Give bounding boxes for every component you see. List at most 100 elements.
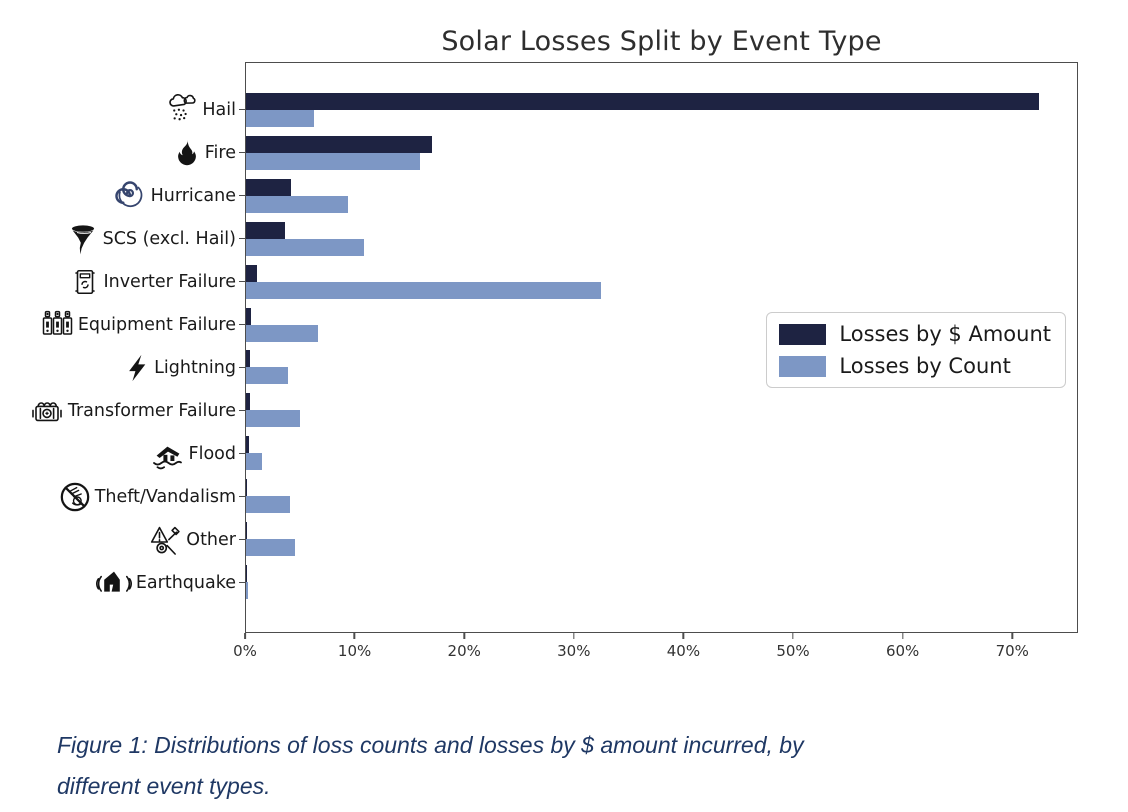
bar-count (246, 410, 300, 428)
x-tick: 40% (667, 633, 700, 660)
category-label: Equipment Failure (77, 314, 236, 335)
lightning-icon (123, 353, 151, 383)
bar-amount (246, 264, 257, 282)
chart-title: Solar Losses Split by Event Type (441, 26, 882, 57)
bar-count (246, 110, 314, 128)
category-label-row: Other (0, 518, 245, 561)
other-icon (148, 524, 183, 556)
x-tick: 10% (338, 633, 371, 660)
bar-amount (246, 136, 432, 154)
legend: Losses by $ Amount Losses by Count (766, 312, 1066, 388)
bar-amount (246, 179, 291, 197)
category-label-row: Hail (0, 88, 245, 131)
inverter-icon (70, 266, 100, 298)
category-bar-group (246, 517, 1077, 560)
x-tick-mark (792, 633, 794, 639)
bar-amount (246, 307, 252, 325)
category-label-row: Earthquake (0, 561, 245, 604)
x-tick-label: 60% (885, 642, 920, 660)
bar-count (246, 153, 420, 171)
bar-count (246, 367, 288, 385)
category-label: Hail (202, 99, 236, 120)
category-label: Hurricane (150, 185, 236, 206)
x-tick-mark (463, 633, 465, 639)
y-tick (239, 151, 245, 154)
category-bar-group (246, 175, 1077, 218)
y-tick (239, 495, 245, 498)
x-tick-mark (682, 633, 685, 639)
bar-count (246, 196, 348, 214)
caption-line-1: Figure 1: Distributions of loss counts a… (57, 732, 804, 758)
bar-count (246, 495, 290, 513)
bar-amount (246, 478, 248, 496)
equipment-icon (40, 309, 75, 341)
legend-item-count: Losses by Count (779, 354, 1051, 378)
bar-count (246, 453, 263, 471)
y-tick (239, 194, 245, 197)
bar-amount (246, 350, 251, 368)
legend-label-amount: Losses by $ Amount (839, 322, 1051, 346)
category-bar-group (246, 560, 1077, 603)
y-tick (239, 366, 245, 369)
bar-count (246, 324, 319, 342)
category-label-row: Flood (0, 432, 245, 475)
x-tick-label: 10% (337, 642, 372, 660)
flood-icon (150, 438, 186, 470)
bar-count (246, 581, 249, 599)
count-color-swatch (779, 355, 827, 377)
category-label-row: Transformer Failure (0, 389, 245, 432)
bar-amount (246, 521, 248, 539)
y-axis-labels: Hail Fire Hurricane SCS (excl. Hail) Inverte… (0, 62, 245, 633)
category-label-row: SCS (excl. Hail) (0, 217, 245, 260)
x-tick: 30% (557, 633, 590, 660)
x-tick-label: 20% (447, 642, 481, 660)
x-tick: 70% (996, 633, 1029, 660)
category-bar-group (246, 217, 1077, 260)
category-label: Theft/Vandalism (94, 486, 236, 507)
theft-icon (58, 480, 92, 514)
category-label-row: Theft/Vandalism (0, 475, 245, 518)
amount-color-swatch (779, 323, 827, 345)
category-label-row: Fire (0, 131, 245, 174)
category-label: Flood (188, 443, 236, 464)
bar-amount (246, 221, 286, 239)
x-tick-label: 0% (233, 642, 257, 660)
bar-amount (246, 564, 247, 582)
category-label: Transformer Failure (67, 400, 236, 421)
category-bar-group (246, 474, 1077, 517)
y-tick (239, 452, 245, 455)
bar-count (246, 281, 602, 299)
fire-icon (172, 137, 202, 169)
category-bar-group (246, 346, 1077, 389)
bar-amount (246, 393, 250, 411)
bar-amount (246, 93, 1039, 111)
legend-label-count: Losses by Count (839, 354, 1011, 378)
category-label: Fire (204, 142, 236, 163)
figure-caption: Figure 1: Distributions of loss counts a… (57, 725, 817, 807)
category-bar-group (246, 89, 1077, 132)
category-bar-group (246, 132, 1077, 175)
y-tick (239, 409, 245, 412)
category-label: SCS (excl. Hail) (102, 228, 236, 249)
category-label: Lightning (154, 357, 236, 378)
hail-icon (166, 93, 199, 126)
legend-item-amount: Losses by $ Amount (779, 322, 1051, 346)
x-axis: 0% 10% 20% 30% 40% 50% 60% 70% (233, 633, 1078, 673)
bar-rows (246, 63, 1077, 632)
y-tick (239, 108, 245, 111)
category-label: Inverter Failure (103, 271, 236, 292)
y-tick (239, 323, 245, 326)
category-label-row: Inverter Failure (0, 260, 245, 303)
x-tick: 0% (233, 633, 257, 660)
x-tick-label: 50% (776, 642, 810, 660)
category-bar-group (246, 432, 1077, 475)
x-tick: 60% (886, 633, 919, 660)
y-tick (239, 581, 245, 584)
x-tick-mark (244, 633, 246, 639)
x-tick-label: 30% (557, 642, 591, 660)
category-label-row: Equipment Failure (0, 303, 245, 346)
bar-amount (246, 436, 250, 454)
earthquake-icon (95, 567, 133, 599)
category-label-row: Hurricane (0, 174, 245, 217)
